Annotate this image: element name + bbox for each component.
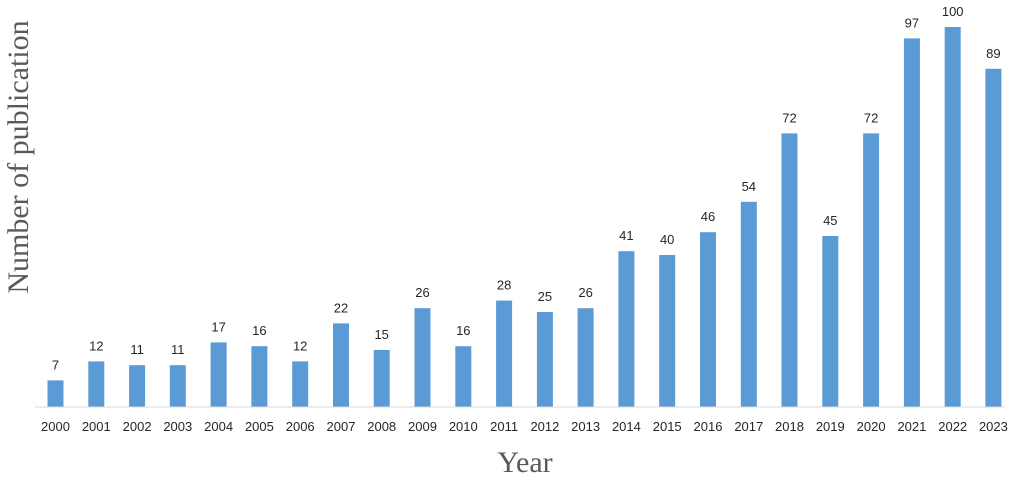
x-tick-label-2016: 2016: [694, 419, 723, 434]
bar-2008: [373, 350, 390, 407]
bar-2014: [618, 251, 635, 407]
bar-2000: [47, 380, 64, 407]
x-tick-label-2014: 2014: [612, 419, 641, 434]
data-label-2013: 26: [578, 285, 592, 300]
bar-2009: [414, 308, 431, 407]
x-tick-label-2021: 2021: [897, 419, 926, 434]
x-tick-label-2006: 2006: [286, 419, 315, 434]
x-tick-label-2012: 2012: [530, 419, 559, 434]
x-tick-label-2010: 2010: [449, 419, 478, 434]
data-label-2022: 100: [942, 4, 964, 19]
bar-2006: [292, 361, 309, 407]
data-label-2002: 11: [130, 342, 144, 357]
x-tick-label-2008: 2008: [367, 419, 396, 434]
x-tick-label-2009: 2009: [408, 419, 437, 434]
x-tick-label-2000: 2000: [41, 419, 70, 434]
bar-2020: [863, 133, 880, 407]
x-tick-label-2015: 2015: [653, 419, 682, 434]
data-label-2023: 89: [986, 46, 1000, 61]
bar-2019: [822, 236, 839, 407]
data-label-2001: 12: [89, 338, 103, 353]
x-axis-title: Year: [497, 446, 552, 477]
data-label-2006: 12: [293, 338, 307, 353]
x-tick-labels-group: 2000 2001 2002 2003 2004 2005 2006 2007 2008 2009…: [41, 419, 1008, 434]
x-tick-label-2011: 2011: [490, 419, 518, 434]
data-label-2009: 26: [415, 285, 429, 300]
data-label-2012: 25: [538, 289, 552, 304]
x-tick-label-2018: 2018: [775, 419, 804, 434]
x-tick-label-2017: 2017: [734, 419, 763, 434]
data-label-2003: 11: [171, 342, 185, 357]
data-label-2007: 22: [334, 300, 348, 315]
bar-2017: [740, 201, 757, 407]
x-tick-label-2002: 2002: [123, 419, 152, 434]
data-label-2000: 7: [52, 357, 59, 372]
bar-2001: [88, 361, 105, 407]
bar-2022: [944, 27, 961, 407]
y-axis-title: Number of publication: [2, 20, 35, 293]
bar-2015: [659, 255, 676, 407]
x-tick-label-2007: 2007: [327, 419, 356, 434]
data-label-2019: 45: [823, 213, 837, 228]
x-tick-label-2022: 2022: [938, 419, 967, 434]
bar-2012: [536, 312, 553, 407]
x-tick-label-2003: 2003: [163, 419, 192, 434]
x-tick-label-2013: 2013: [571, 419, 600, 434]
data-label-2015: 40: [660, 232, 674, 247]
data-label-2010: 16: [456, 323, 470, 338]
bar-2010: [455, 346, 472, 407]
bar-2004: [210, 342, 227, 407]
data-label-2017: 54: [742, 179, 756, 194]
bar-2021: [903, 38, 920, 408]
data-label-2011: 28: [497, 278, 511, 293]
x-tick-label-2001: 2001: [82, 419, 111, 434]
bar-2007: [333, 323, 349, 407]
data-label-2021: 97: [905, 15, 919, 30]
x-tick-label-2020: 2020: [857, 419, 886, 434]
bar-2013: [577, 308, 594, 407]
data-label-2005: 16: [252, 323, 266, 338]
bar-2023: [985, 68, 1002, 408]
data-label-2008: 15: [374, 327, 388, 342]
data-label-2014: 41: [619, 228, 633, 243]
x-tick-label-2023: 2023: [979, 419, 1008, 434]
bar-2002: [129, 365, 146, 407]
bar-2005: [251, 346, 268, 407]
x-tick-label-2005: 2005: [245, 419, 274, 434]
bar-2016: [700, 232, 716, 407]
bar-2018: [781, 133, 798, 407]
data-label-2020: 72: [864, 110, 878, 125]
bar-2011: [496, 300, 513, 407]
x-tick-label-2019: 2019: [816, 419, 845, 434]
x-tick-label-2004: 2004: [204, 419, 233, 434]
data-labels-group: 7 12 11 11 17 16 12 22 15 26 16 28 25 26 41 40 46 54 72 45 7…: [52, 4, 1001, 372]
data-label-2004: 17: [211, 319, 225, 334]
bars-group: [47, 27, 1002, 408]
data-label-2016: 46: [701, 209, 715, 224]
bar-2003: [169, 365, 186, 407]
data-label-2018: 72: [782, 110, 796, 125]
